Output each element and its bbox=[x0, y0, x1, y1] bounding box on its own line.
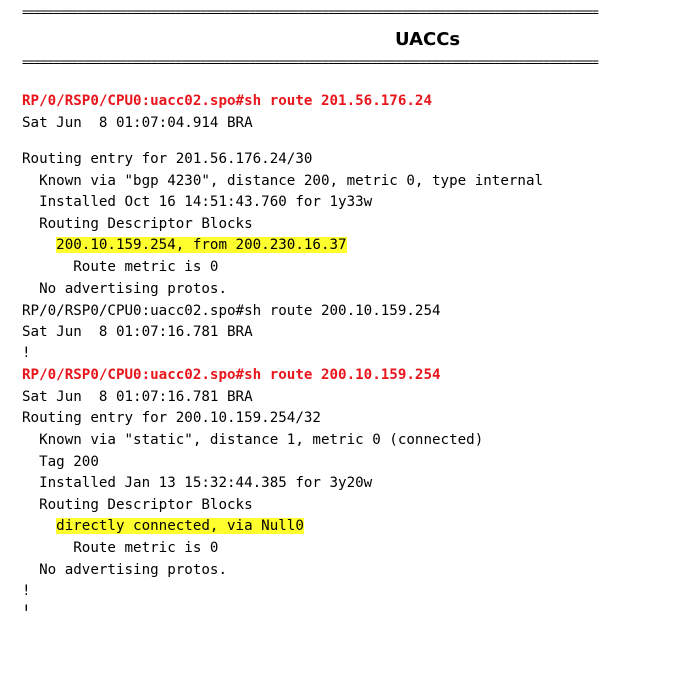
line-text: Installed Oct 16 14:51:43.760 for 1y33w bbox=[22, 194, 373, 210]
highlighted-text: 200.10.159.254, from 200.230.16.37 bbox=[56, 237, 347, 253]
page-title: UACCs bbox=[395, 29, 461, 50]
line-text: Tag 200 bbox=[22, 454, 99, 470]
cli-line: Sat Jun 8 01:07:16.781 BRA bbox=[22, 387, 253, 408]
line-text: Sat Jun 8 01:07:04.914 BRA bbox=[22, 115, 253, 131]
line-text: Known via "bgp 4230", distance 200, metr… bbox=[22, 173, 544, 189]
cli-line: Route metric is 0 bbox=[22, 257, 218, 278]
line-text: No advertising protos. bbox=[22, 562, 227, 578]
line-text: Routing entry for 201.56.176.24/30 bbox=[22, 151, 313, 167]
line-text: RP/0/RSP0/CPU0:uacc02.spo#sh route 200.1… bbox=[22, 303, 441, 319]
cli-line: Known via "static", distance 1, metric 0… bbox=[22, 430, 483, 451]
cli-line-command: RP/0/RSP0/CPU0:uacc02.spo#sh route 201.5… bbox=[22, 91, 432, 112]
cli-line: Known via "bgp 4230", distance 200, metr… bbox=[22, 171, 543, 192]
cli-line: ! bbox=[22, 343, 31, 364]
cli-line: Sat Jun 8 01:07:04.914 BRA bbox=[22, 113, 253, 134]
line-text: Routing Descriptor Blocks bbox=[22, 216, 253, 232]
top-separator: ========================================… bbox=[22, 6, 599, 18]
line-text: ! bbox=[22, 603, 31, 611]
cli-line: No advertising protos. bbox=[22, 560, 227, 581]
cli-line: No advertising protos. bbox=[22, 279, 227, 300]
line-text: Routing entry for 200.10.159.254/32 bbox=[22, 410, 321, 426]
line-text: Routing Descriptor Blocks bbox=[22, 497, 253, 513]
cli-line: Routing Descriptor Blocks bbox=[22, 214, 253, 235]
indent bbox=[22, 237, 56, 253]
command-text: RP/0/RSP0/CPU0:uacc02.spo#sh route 200.1… bbox=[22, 367, 441, 383]
indent bbox=[22, 518, 56, 534]
line-text: ! bbox=[22, 583, 31, 599]
line-text: ! bbox=[22, 345, 31, 361]
cli-line-highlight: 200.10.159.254, from 200.230.16.37 bbox=[22, 235, 347, 256]
line-text: Sat Jun 8 01:07:16.781 BRA bbox=[22, 389, 253, 405]
cli-line: ! bbox=[22, 581, 31, 602]
cli-line: Sat Jun 8 01:07:16.781 BRA bbox=[22, 322, 253, 343]
cli-line-command: RP/0/RSP0/CPU0:uacc02.spo#sh route 200.1… bbox=[22, 365, 441, 386]
bottom-separator: ========================================… bbox=[22, 56, 599, 68]
line-text: Route metric is 0 bbox=[22, 259, 219, 275]
command-text: RP/0/RSP0/CPU0:uacc02.spo#sh route 201.5… bbox=[22, 93, 432, 109]
cli-line: Routing Descriptor Blocks bbox=[22, 495, 253, 516]
highlighted-text: directly connected, via Null0 bbox=[56, 518, 304, 534]
cli-line: Tag 200 bbox=[22, 452, 99, 473]
cli-line: Installed Jan 13 15:32:44.385 for 3y20w bbox=[22, 473, 372, 494]
cli-line-clipped: ! bbox=[22, 601, 31, 611]
cli-line-highlight: directly connected, via Null0 bbox=[22, 516, 304, 537]
line-text: Sat Jun 8 01:07:16.781 BRA bbox=[22, 324, 253, 340]
cli-line: Routing entry for 201.56.176.24/30 bbox=[22, 149, 312, 170]
cli-line: Installed Oct 16 14:51:43.760 for 1y33w bbox=[22, 192, 372, 213]
line-text: No advertising protos. bbox=[22, 281, 227, 297]
line-text: Route metric is 0 bbox=[22, 540, 219, 556]
line-text: Known via "static", distance 1, metric 0… bbox=[22, 432, 484, 448]
cli-line: Routing entry for 200.10.159.254/32 bbox=[22, 408, 321, 429]
cli-line: RP/0/RSP0/CPU0:uacc02.spo#sh route 200.1… bbox=[22, 301, 441, 322]
cli-line: Route metric is 0 bbox=[22, 538, 218, 559]
line-text: Installed Jan 13 15:32:44.385 for 3y20w bbox=[22, 475, 373, 491]
